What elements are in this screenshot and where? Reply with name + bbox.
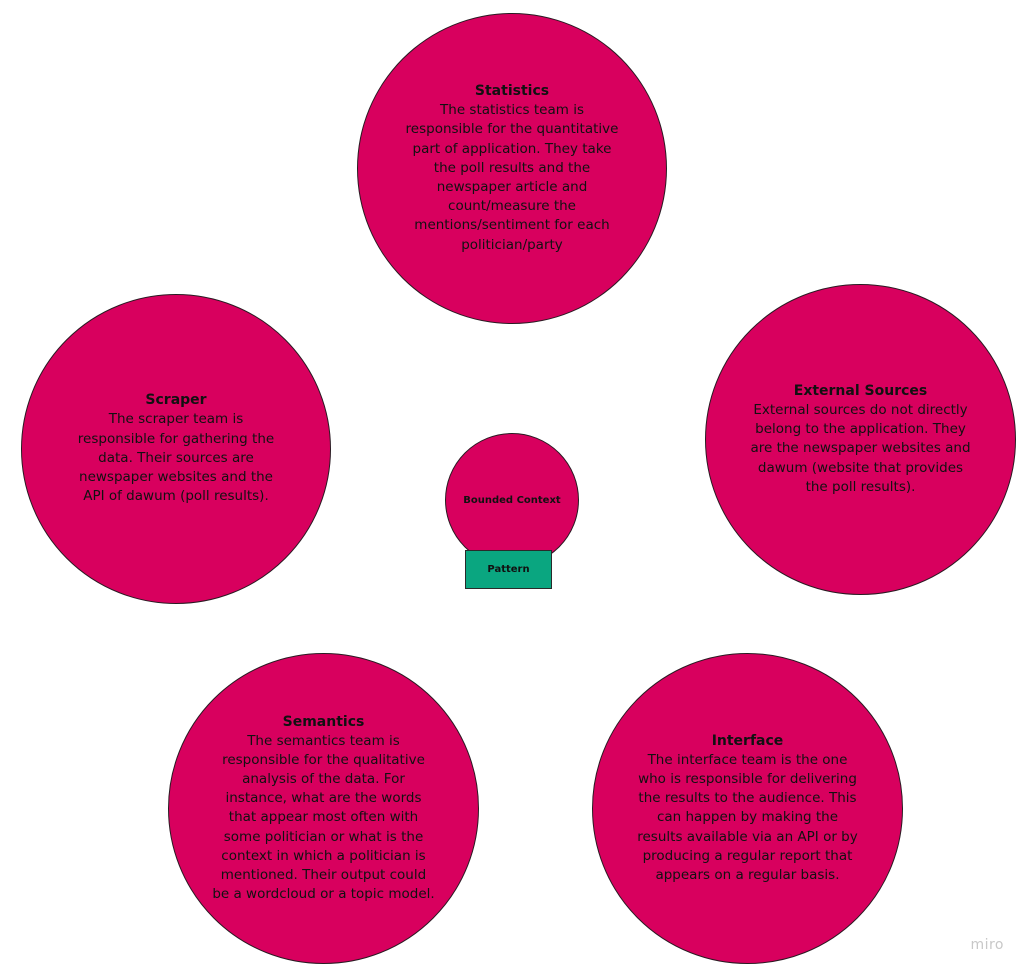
external-sources-title: External Sources (793, 382, 928, 399)
semantics-title: Semantics (282, 713, 365, 730)
statistics-context-circle[interactable]: Statistics The statistics team is respon… (357, 13, 667, 324)
statistics-title: Statistics (474, 83, 550, 100)
scraper-context-circle[interactable]: Scraper The scraper team is responsible … (21, 294, 331, 604)
external-sources-context-circle[interactable]: External Sources External sources do not… (705, 284, 1016, 595)
legend-bounded-context-label: Bounded Context (463, 494, 561, 506)
legend-bounded-context[interactable]: Bounded Context (445, 433, 579, 567)
legend-pattern[interactable]: Pattern (465, 550, 552, 589)
miro-watermark: miro (970, 937, 1004, 953)
semantics-context-circle[interactable]: Semantics The semantics team is responsi… (168, 653, 479, 964)
semantics-description: The semantics team is responsible for th… (212, 732, 435, 903)
statistics-description: The statistics team is responsible for t… (405, 102, 619, 253)
interface-context-circle[interactable]: Interface The interface team is the one … (592, 653, 903, 964)
scraper-description: The scraper team is responsible for gath… (77, 411, 275, 505)
legend-pattern-label: Pattern (487, 564, 530, 575)
interface-description: The interface team is the one who is res… (637, 751, 858, 883)
interface-title: Interface (711, 732, 784, 749)
external-sources-description: External sources do not directly belong … (750, 401, 971, 495)
scraper-title: Scraper (145, 392, 207, 409)
